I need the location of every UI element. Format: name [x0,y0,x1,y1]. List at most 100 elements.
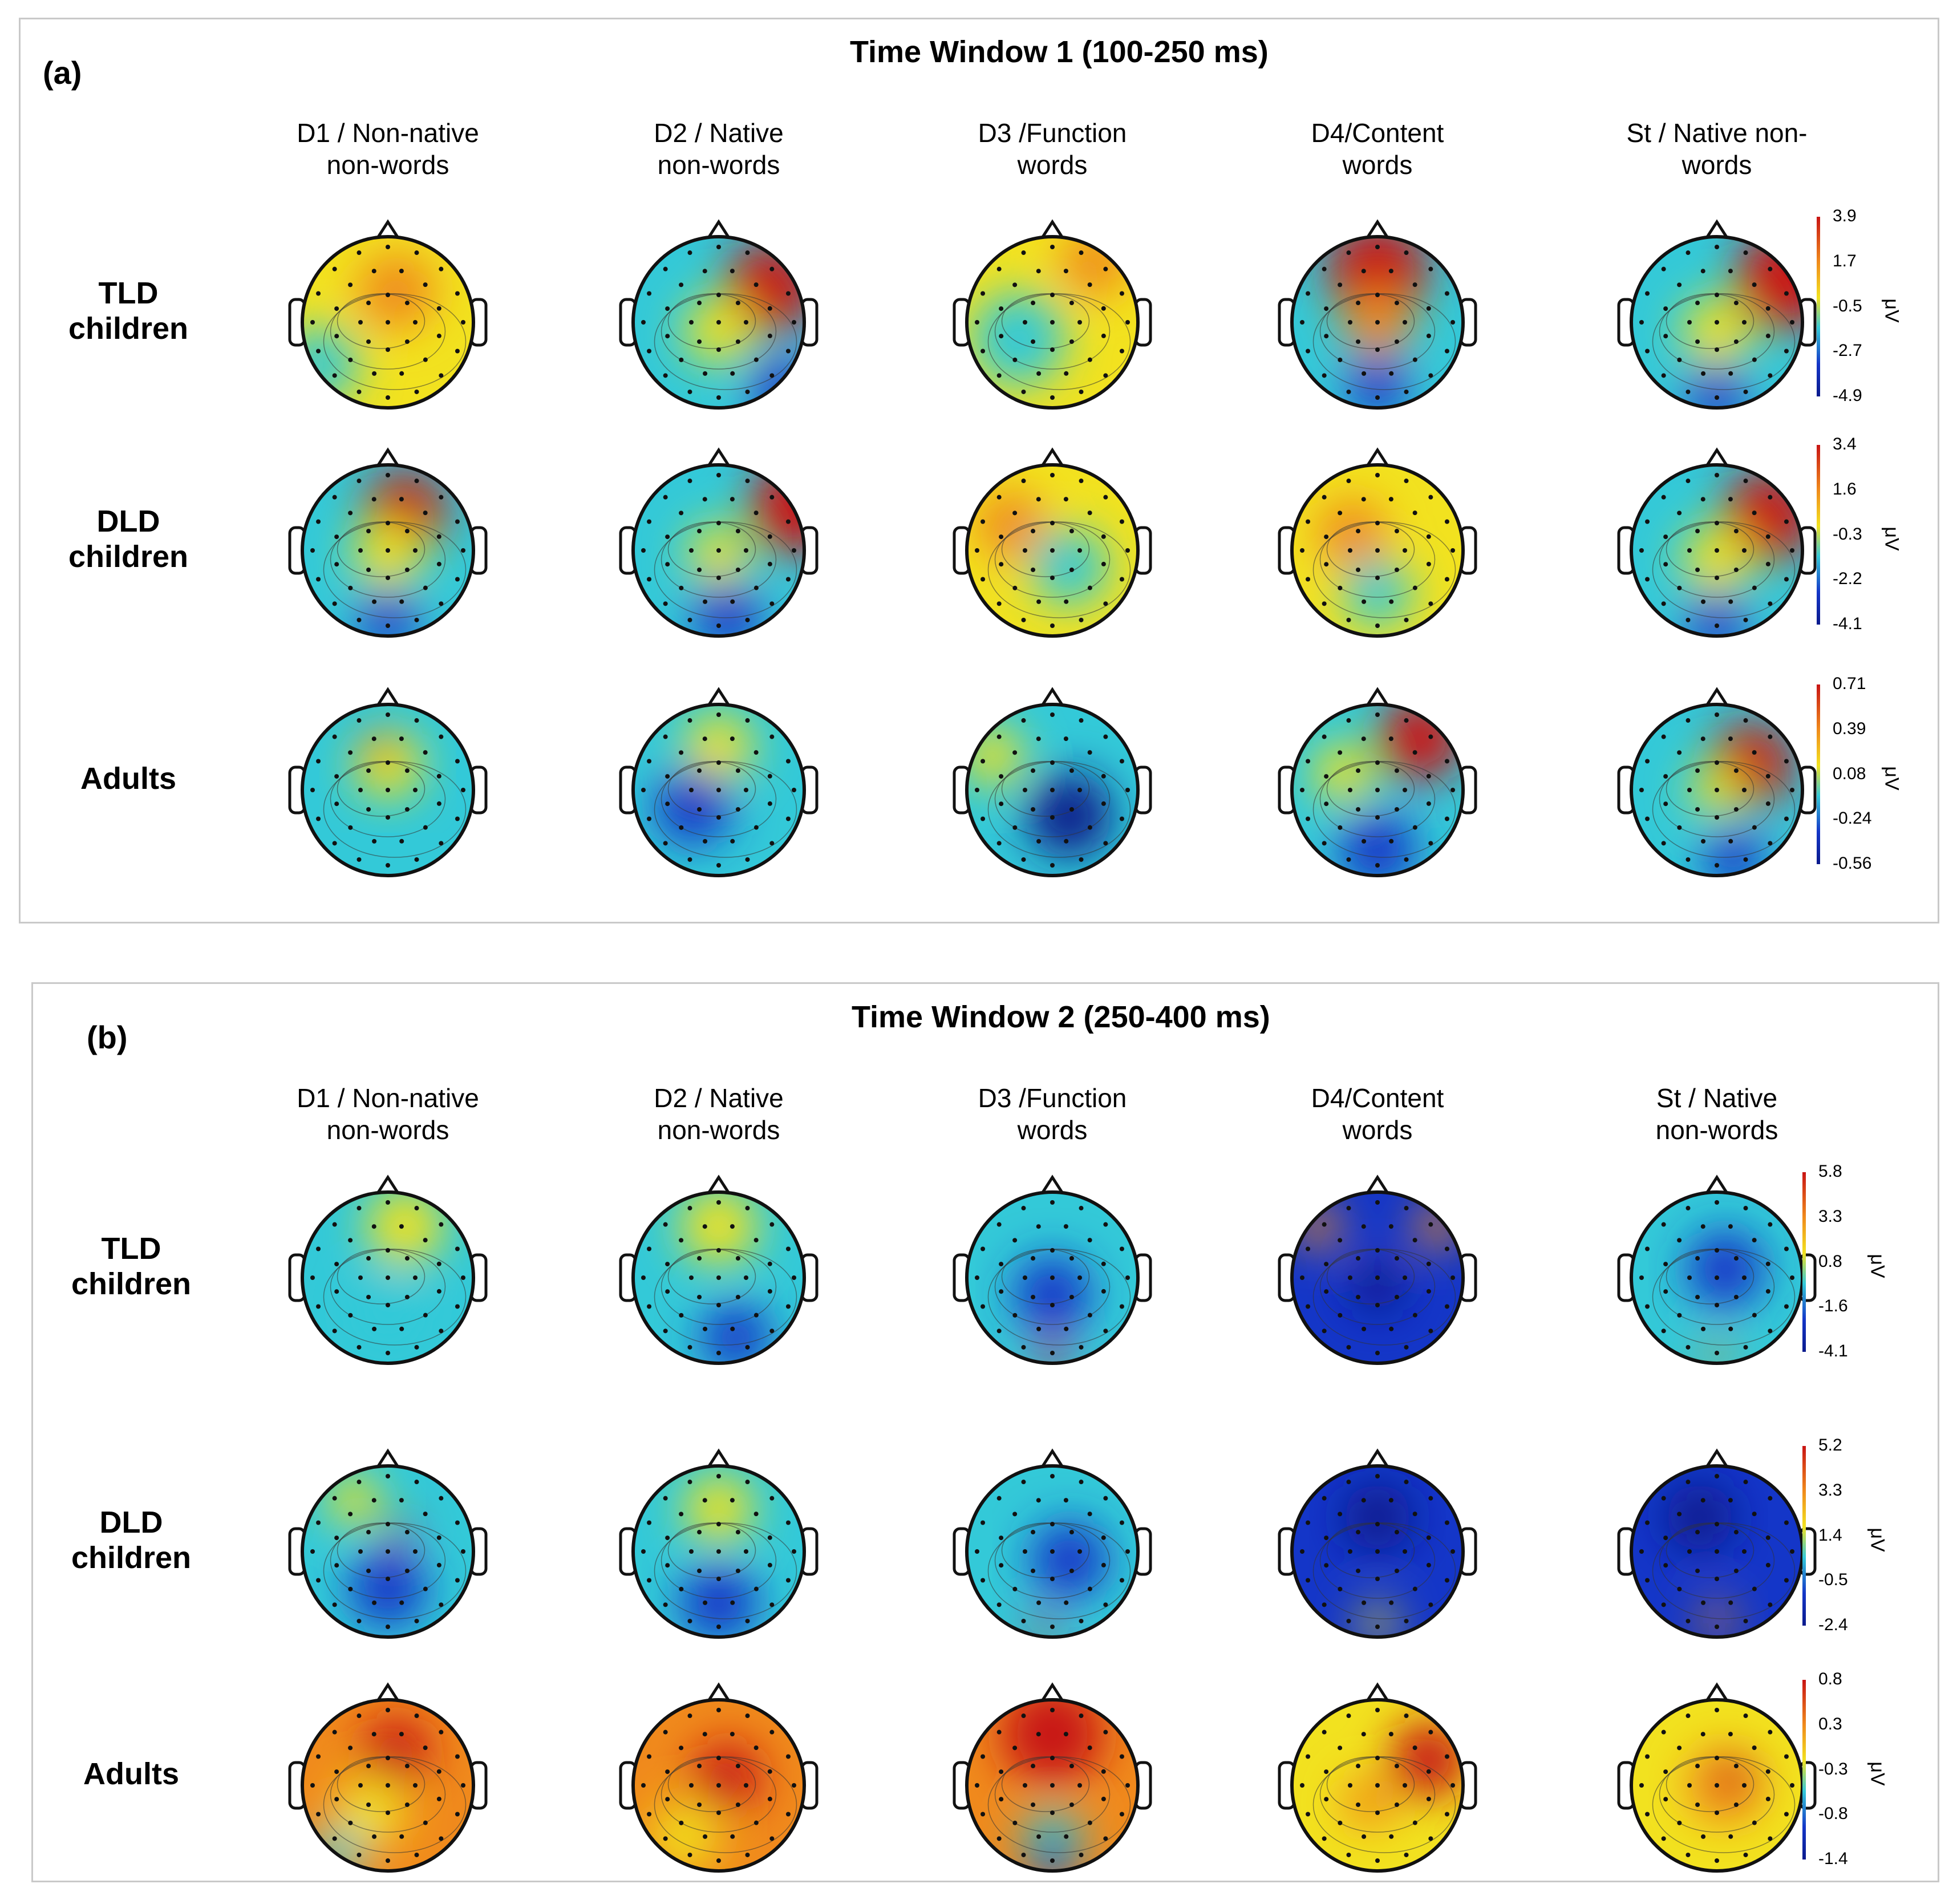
contour-line [987,761,1131,858]
electrode [1023,1275,1027,1280]
topomap-field [1292,1466,1463,1637]
electrode [1322,373,1327,378]
electrode [1031,807,1036,812]
electrode [356,718,362,723]
contour-line [1312,1756,1456,1853]
electrode [716,1200,721,1205]
condition-label-line1: D2 / Native [654,118,784,148]
electrode [1361,497,1366,502]
condition-label-line2: non-words [1655,1115,1778,1145]
electrode [1743,718,1748,723]
electrode [697,1530,702,1535]
electrode [1079,857,1084,862]
electrode [1701,1600,1706,1605]
electrode [1101,1562,1106,1567]
electrode [1375,1248,1380,1253]
electrode [1394,1530,1399,1535]
electrode [1388,1498,1393,1503]
electrode [785,1246,791,1251]
electrode [785,349,791,354]
electrode [1077,548,1082,553]
electrode [439,373,444,378]
electrode [399,838,404,844]
electrode [1375,1708,1380,1712]
electrode [1346,1713,1351,1719]
electrode [697,768,702,773]
electrode [1768,1496,1773,1501]
electrode [356,389,362,394]
electrode [1715,347,1719,352]
electrode [1101,773,1106,779]
electrode [663,373,668,378]
electrode [1728,371,1733,376]
electrode [423,1312,428,1318]
electrode [1012,511,1018,516]
electrode [663,841,668,846]
electrode [1412,1745,1417,1751]
electrode [679,1312,684,1318]
electrode [310,788,315,792]
nose [1040,447,1064,467]
electrode [641,1275,646,1280]
colorbar-tick: -1.6 [1818,1297,1848,1316]
electrode [1101,534,1106,539]
electrode [1050,1275,1055,1280]
electrode [1069,1568,1074,1573]
electrode [316,1754,321,1759]
electrode [348,1312,353,1318]
electrode [1715,1810,1719,1815]
nose [1705,1682,1729,1702]
electrode [1426,1261,1431,1266]
colorbar-gradient [1817,445,1820,625]
colorbar-tick: 5.8 [1818,1162,1842,1181]
electrode [1064,371,1069,376]
electrode [735,567,740,572]
topomap-blob [349,1550,427,1628]
electrode [716,1303,721,1307]
electrode [1752,1312,1757,1318]
electrode [1428,1836,1433,1841]
electrode [1012,1586,1018,1591]
electrode [980,1520,986,1525]
electrode [1050,1522,1055,1526]
electrode [663,734,668,739]
electrode [413,1783,418,1788]
electrode [1765,773,1770,779]
electrode [1700,269,1705,274]
colorbar-tick: -4.1 [1833,614,1862,633]
electrode [436,1562,441,1567]
electrode [316,1304,321,1309]
electrode [975,320,979,325]
electrode [1677,750,1682,755]
electrode [372,599,377,604]
electrode [366,1764,371,1769]
electrode [366,1530,371,1535]
electrode [1752,357,1757,362]
electrode [1348,320,1352,325]
electrode [1742,1549,1747,1554]
electrode [356,1344,362,1350]
electrode [1348,788,1352,792]
electrode [1375,1783,1380,1788]
electrode [1715,320,1719,325]
nose [1705,1174,1729,1194]
electrode [386,863,390,868]
electrode [332,841,337,846]
colorbar-tick: 1.4 [1818,1525,1842,1545]
electrode [1728,1834,1733,1839]
electrode [1346,1618,1351,1623]
topomap-blob [684,297,753,365]
topomap-blobs [1666,1483,1734,1635]
electrode [687,250,692,256]
topomap-blob [654,768,732,846]
panel-title: Time Window 2 (250-400 ms) [852,1000,1270,1034]
head-outline [1290,235,1465,410]
electrode [1765,333,1770,338]
electrode [1701,1834,1706,1839]
electrode [423,585,428,590]
electrode [716,623,721,628]
topomap-field [302,1700,473,1871]
electrode [1677,357,1682,362]
electrode [745,389,750,394]
colorbar-tick: 1.7 [1833,251,1857,270]
